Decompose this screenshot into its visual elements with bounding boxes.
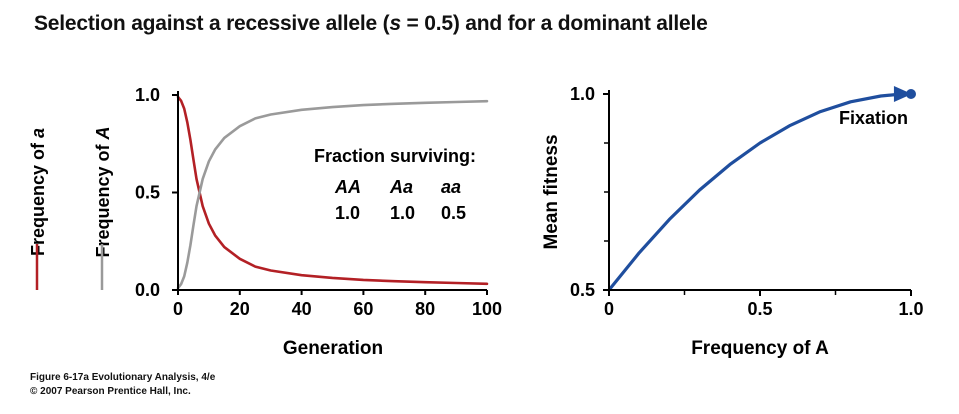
left-series-group: [176, 95, 489, 290]
left-x-tick-label: 0: [173, 299, 183, 319]
survival-aa: 0.5: [441, 203, 466, 223]
right-x-tick-label: 0: [604, 299, 614, 319]
title-s-value: = 0.5) and for a dominant allele: [400, 12, 708, 35]
left-x-tick-label: 20: [230, 299, 250, 319]
right-x-tick-label: 0.5: [747, 299, 772, 319]
left-y-tick-label: 0.0: [135, 280, 160, 300]
survival-Aa: 1.0: [390, 203, 415, 223]
ylabel-A: Frequency of A: [93, 126, 113, 257]
right-y-tick-label: 1.0: [570, 84, 595, 104]
fraction-surviving-heading: Fraction surviving:: [314, 146, 476, 166]
right-y-tick-label: 0.5: [570, 280, 595, 300]
right-y-axis-label: Mean fitness: [541, 134, 562, 249]
right-series-group: [607, 86, 916, 292]
left-x-tick-label: 40: [292, 299, 312, 319]
right-axes: 0 0.5 1.0 0.5 1.0: [570, 84, 924, 319]
series-line-freq-A: [176, 99, 489, 290]
left-axes: 0 20 40 60 80 100 0.0 0.5 1.0: [135, 85, 502, 319]
series-line-freq-a: [176, 95, 489, 286]
fitness-chart: 0 0.5 1.0 0.5 1.0 Frequency of A Mean fitnes…: [541, 84, 924, 359]
ylabel-a: Frequency of a: [28, 128, 48, 256]
ylabel-a-group: Frequency of a: [28, 128, 48, 256]
right-ylabel-group: Mean fitness: [541, 134, 562, 249]
fixation-point: [906, 89, 916, 99]
left-y-tick-label: 1.0: [135, 85, 160, 105]
left-x-tick-label: 80: [415, 299, 435, 319]
caption-line-1: Figure 6-17a Evolutionary Analysis, 4/e: [30, 372, 216, 383]
left-x-tick-label: 100: [472, 299, 502, 319]
generation-chart: 0 20 40 60 80 100 0.0 0.5 1.0 Generation Frequen…: [28, 85, 502, 359]
survival-AA: 1.0: [335, 203, 360, 223]
fixation-label: Fixation: [839, 108, 908, 128]
right-x-axis-label: Frequency of A: [691, 338, 829, 359]
title-s-symbol: s: [389, 12, 401, 35]
fitness-arrowhead: [893, 86, 912, 102]
right-x-tick-label: 1.0: [898, 299, 923, 319]
left-y-tick-label: 0.5: [135, 183, 160, 203]
genotype-aa: aa: [441, 177, 461, 197]
genotype-Aa: Aa: [389, 177, 413, 197]
genotype-AA: AA: [334, 177, 361, 197]
caption-line-2: © 2007 Pearson Prentice Hall, Inc.: [30, 386, 191, 397]
series-line-mean-fitness: [607, 92, 904, 292]
ylabel-A-group: Frequency of A: [93, 126, 113, 257]
chart-title: Selection against a recessive allele (s …: [34, 12, 708, 36]
left-x-axis-label: Generation: [283, 338, 383, 359]
title-prefix: Selection against a recessive allele (: [34, 12, 390, 35]
left-x-tick-label: 60: [353, 299, 373, 319]
